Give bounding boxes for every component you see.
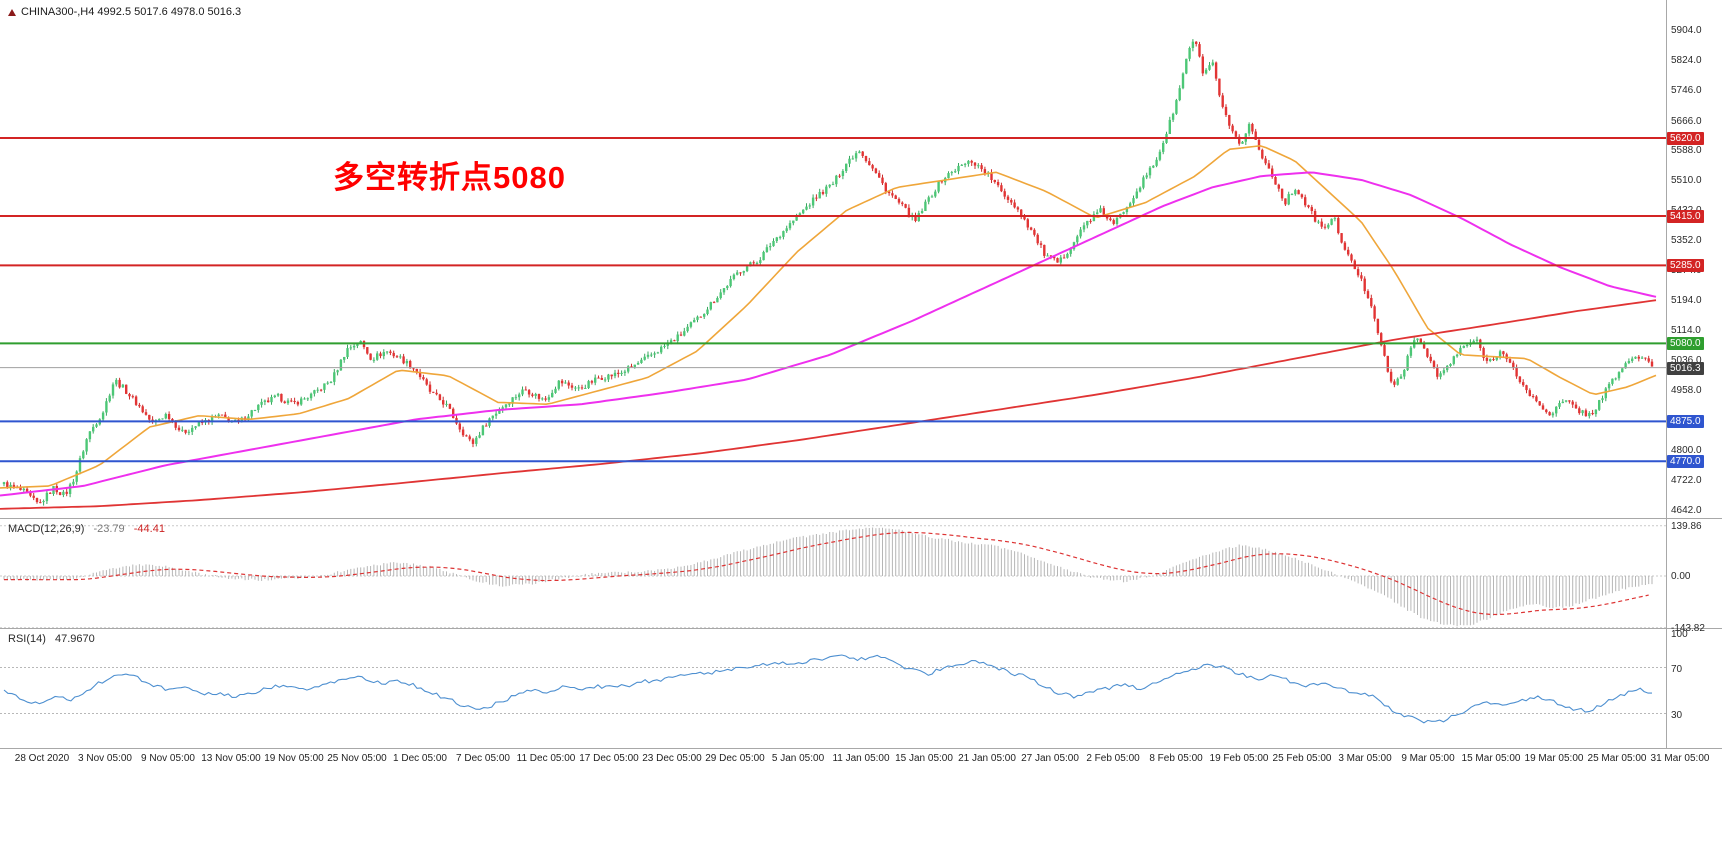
rsi-value: 47.9670: [54, 633, 95, 645]
time-axis-label: 5 Jan 05:00: [771, 753, 825, 764]
time-axis-label: 1 Dec 05:00: [393, 753, 447, 764]
macd-axis-tick-label: 139.86: [1671, 521, 1702, 532]
price-axis-tick-label: 5824.0: [1671, 55, 1702, 66]
time-axis-label: 7 Dec 05:00: [456, 753, 510, 764]
chart-title-text: CHINA300-,H4 4992.5 5017.6 4978.0 5016.3: [21, 6, 242, 18]
price-level-tag[interactable]: 5080.0: [1667, 337, 1704, 350]
price-axis-tick-label: 5666.0: [1671, 116, 1702, 127]
current-price-tag: 5016.3: [1667, 362, 1704, 375]
price-axis-tick-label: 5746.0: [1671, 85, 1702, 96]
price-axis-tick-label: 5194.0: [1671, 295, 1702, 306]
time-axis-label: 3 Nov 05:00: [78, 753, 132, 764]
price-level-tag[interactable]: 5415.0: [1667, 210, 1704, 223]
time-axis-label: 9 Mar 05:00: [1401, 753, 1455, 764]
rsi-axis-tick-label: 100: [1671, 629, 1688, 640]
symbol-icon: [8, 8, 16, 16]
price-level-tag[interactable]: 5285.0: [1667, 259, 1704, 272]
price-axis-tick-label: 4642.0: [1671, 505, 1702, 516]
time-axis[interactable]: 28 Oct 2020 3 Nov 05:00 9 Nov 05:00 13 Nov …: [0, 749, 1722, 773]
time-axis-label: 31 Mar 05:00: [1650, 753, 1710, 764]
macd-name: MACD(12,26,9): [8, 523, 85, 535]
price-axis-tick-label: 5588.0: [1671, 145, 1702, 156]
panel-separator-macd-rsi[interactable]: [0, 628, 1722, 629]
time-axis-label: 15 Mar 05:00: [1461, 753, 1521, 764]
time-axis-label: 21 Jan 05:00: [958, 753, 1016, 764]
rsi-name: RSI(14): [8, 633, 46, 645]
time-axis-label: 19 Feb 05:00: [1209, 753, 1269, 764]
time-axis-label: 25 Feb 05:00: [1272, 753, 1332, 764]
price-scale-divider: [1666, 0, 1667, 749]
macd-axis-tick-label: -143.82: [1671, 623, 1705, 634]
macd-indicator-label: MACD(12,26,9) -23.79 -44.41: [8, 523, 165, 535]
panel-separator-price-macd[interactable]: [0, 518, 1722, 519]
time-axis-label: 3 Mar 05:00: [1338, 753, 1392, 764]
time-axis-label: 9 Nov 05:00: [141, 753, 195, 764]
time-axis-label: 23 Dec 05:00: [642, 753, 702, 764]
macd-main-value: -23.79: [93, 523, 125, 535]
price-scale[interactable]: 5904.05824.05746.05666.05588.05510.05432…: [1666, 0, 1722, 749]
time-axis-label: 29 Dec 05:00: [705, 753, 765, 764]
time-axis-label: 27 Jan 05:00: [1021, 753, 1079, 764]
time-axis-label: 8 Feb 05:00: [1149, 753, 1203, 764]
price-axis-tick-label: 4800.0: [1671, 445, 1702, 456]
price-axis-tick-label: 5510.0: [1671, 175, 1702, 186]
panel-separator-rsi-timeaxis[interactable]: [0, 748, 1722, 749]
price-chart-canvas[interactable]: [0, 0, 1666, 519]
rsi-indicator-label: RSI(14) 47.9670: [8, 633, 95, 645]
price-level-tag[interactable]: 5620.0: [1667, 132, 1704, 145]
time-axis-label: 25 Mar 05:00: [1587, 753, 1647, 764]
rsi-scale: 100 70 30: [1666, 0, 1722, 749]
time-axis-label: 13 Nov 05:00: [201, 753, 261, 764]
rsi-indicator-canvas[interactable]: [0, 629, 1666, 748]
macd-indicator-canvas[interactable]: [0, 519, 1666, 628]
price-axis-tick-label: 4722.0: [1671, 475, 1702, 486]
time-axis-label: 25 Nov 05:00: [327, 753, 387, 764]
time-axis-label: 19 Nov 05:00: [264, 753, 324, 764]
time-axis-label: 17 Dec 05:00: [579, 753, 639, 764]
chart-title: CHINA300-,H4 4992.5 5017.6 4978.0 5016.3: [8, 6, 241, 18]
price-axis-tick-label: 4958.0: [1671, 385, 1702, 396]
price-axis-tick-label: 5114.0: [1671, 325, 1701, 336]
time-axis-label: 15 Jan 05:00: [895, 753, 953, 764]
price-axis-tick-label: 5352.0: [1671, 235, 1702, 246]
macd-scale: 139.86 0.00 -143.82: [1666, 0, 1722, 749]
rsi-axis-tick-label: 30: [1671, 710, 1683, 721]
price-axis-tick-label: 5036.0: [1671, 355, 1702, 366]
time-axis-label: 11 Jan 05:00: [832, 753, 890, 764]
time-axis-label: 11 Dec 05:00: [516, 753, 576, 764]
price-level-tag[interactable]: 4770.0: [1667, 455, 1704, 468]
macd-signal-value: -44.41: [133, 523, 165, 535]
price-axis-tick-label: 5904.0: [1671, 25, 1702, 36]
chart-annotation-text: 多空转折点5080: [333, 160, 566, 195]
macd-axis-tick-label: 0.00: [1671, 571, 1691, 582]
time-axis-label: 28 Oct 2020: [14, 753, 70, 764]
price-level-tag[interactable]: 4875.0: [1667, 415, 1704, 428]
rsi-axis-tick-label: 70: [1671, 664, 1683, 675]
time-axis-label: 19 Mar 05:00: [1524, 753, 1584, 764]
time-axis-label: 2 Feb 05:00: [1086, 753, 1140, 764]
